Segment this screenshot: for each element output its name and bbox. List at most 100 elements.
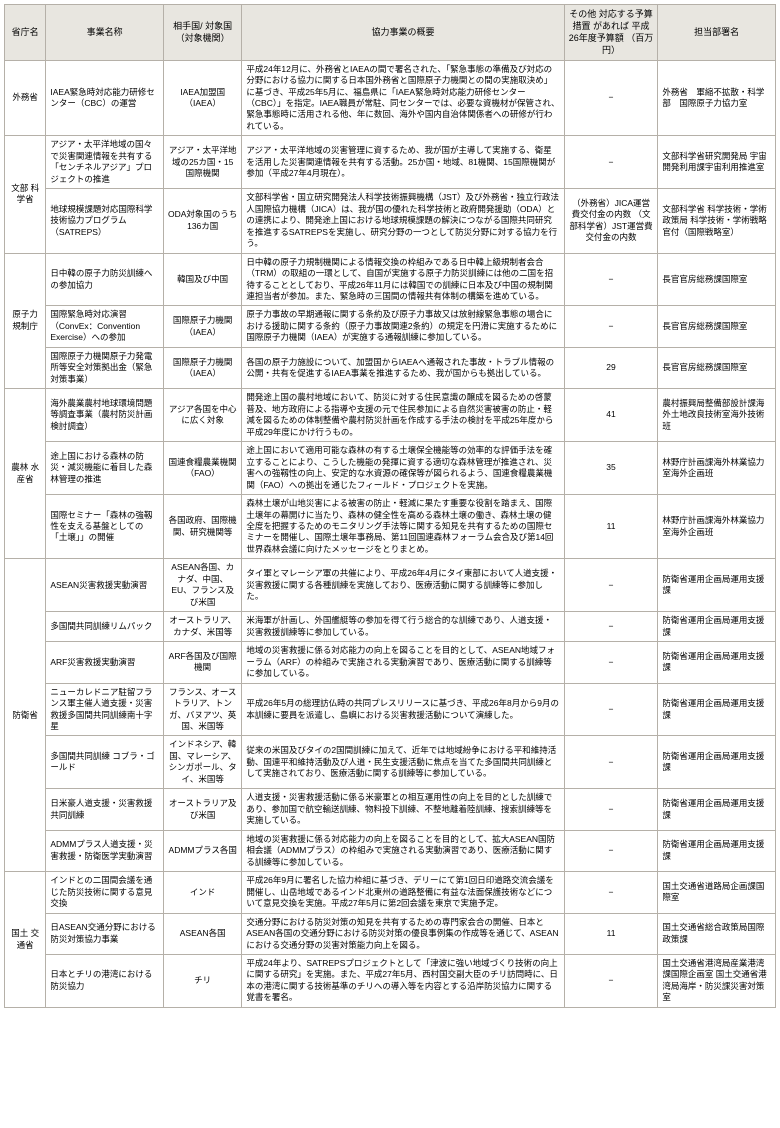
project-cell: 地球規模課題対応国際科学技術協力プログラム（SATREPS）	[46, 189, 164, 253]
partner-cell: ODA対象国のうち136カ国	[163, 189, 241, 253]
project-cell: 日本とチリの港湾における防災協力	[46, 954, 164, 1007]
partner-cell: チリ	[163, 954, 241, 1007]
table-row: 国際原子力機関原子力発電所等安全対策拠出金（緊急対策事業） 国際原子力機関（IA…	[5, 347, 776, 388]
budget-cell: −	[564, 830, 658, 871]
dept-cell: 長官官房総務課国際室	[658, 253, 776, 306]
partner-cell: ASEAN各国、カナダ、中国、EU、フランス及び米国	[163, 559, 241, 612]
project-cell: IAEA緊急時対応能力研修センター（CBC）の運営	[46, 60, 164, 136]
dept-cell: 防衛省運用企画局運用支援課	[658, 683, 776, 736]
budget-cell: −	[564, 872, 658, 913]
partner-cell: 国際原子力機関（IAEA）	[163, 306, 241, 347]
header-summary: 協力事業の概要	[242, 5, 564, 61]
project-cell: 国際セミナー「森林の強靱性を支える基盤としての「土壌」」の開催	[46, 495, 164, 559]
table-row: 国際緊急時対応演習（ConvEx：Convention Exercise）への参…	[5, 306, 776, 347]
table-row: 日本とチリの港湾における防災協力 チリ 平成24年より、SATREPSプロジェク…	[5, 954, 776, 1007]
summary-cell: 文部科学省・国立研究開発法人科学技術振興機構（JST）及び外務省・独立行政法人国…	[242, 189, 564, 253]
summary-cell: 日中韓の原子力規制機関による情報交換の枠組みである日中韓上級規制者会合（TRM）…	[242, 253, 564, 306]
budget-cell: −	[564, 306, 658, 347]
dept-cell: 国土交通省総合政策局国際政策課	[658, 913, 776, 954]
dept-cell: 外務省 軍縮不拡散・科学部 国際原子力協力室	[658, 60, 776, 136]
table-row: ARF災害救援実動演習 ARF各国及び国際機関 地域の災害救援に係る対応能力の向…	[5, 642, 776, 683]
ministry-cell: 国土 交通省	[5, 872, 46, 1008]
summary-cell: 地域の災害救援に係る対応能力の向上を図ることを目的として、拡大ASEAN国防相会…	[242, 830, 564, 871]
table-row: ADMMプラス人道支援・災害救援・防衛医学実動演習 ADMMプラス各国 地域の災…	[5, 830, 776, 871]
table-row: 国土 交通省 インドとの二国間会議を通じた防災技術に関する意見交換 インド 平成…	[5, 872, 776, 913]
table-row: 外務省 IAEA緊急時対応能力研修センター（CBC）の運営 IAEA加盟国（IA…	[5, 60, 776, 136]
summary-cell: 各国の原子力施設について、加盟国からIAEAへ通報された事故・トラブル情報の公開…	[242, 347, 564, 388]
summary-cell: 平成26年9月に署名した協力枠組に基づき、デリーにて第1回日印道路交流会議を開催…	[242, 872, 564, 913]
partner-cell: 各国政府、国際機関、研究機関等	[163, 495, 241, 559]
project-cell: 日中韓の原子力防災訓練への参加協力	[46, 253, 164, 306]
table-row: 防衛省 ASEAN災害救援実動演習 ASEAN各国、カナダ、中国、EU、フランス…	[5, 559, 776, 612]
project-cell: 海外農業農村地球環境問題等調査事業（農村防災計画検討調査）	[46, 389, 164, 442]
budget-cell: −	[564, 736, 658, 789]
budget-cell: （外務省）JICA運営費交付金の内数 （文部科学省）JST運営費交付金の内数	[564, 189, 658, 253]
summary-cell: 人道支援・災害救援活動に係る米豪軍との相互運用性の向上を目的とした訓練であり、参…	[242, 789, 564, 830]
budget-cell: 41	[564, 389, 658, 442]
dept-cell: 文部科学省 科学技術・学術政策局 科学技術・学術戦略官付（国際戦略室）	[658, 189, 776, 253]
project-cell: ニューカレドニア駐留フランス軍主催人道支援・災害救援多国間共同訓練南十字星	[46, 683, 164, 736]
partner-cell: インド	[163, 872, 241, 913]
ministry-cell: 外務省	[5, 60, 46, 136]
ministry-cell: 文部 科学省	[5, 136, 46, 253]
table-row: 農林 水産省 海外農業農村地球環境問題等調査事業（農村防災計画検討調査） アジア…	[5, 389, 776, 442]
table-row: 多国間共同訓練 コブラ・ゴールド インドネシア、韓国、マレーシア、シンガポール、…	[5, 736, 776, 789]
summary-cell: 森林土壌が山地災害による被害の防止・軽減に果たす重要な役割を踏まえ、国際土壌年の…	[242, 495, 564, 559]
partner-cell: 国際原子力機関（IAEA）	[163, 347, 241, 388]
table-row: 日ASEAN交通分野における防災対策協力事業 ASEAN各国 交通分野における防…	[5, 913, 776, 954]
partner-cell: オーストラリア、カナダ、米国等	[163, 612, 241, 642]
summary-cell: 原子力事故の早期通報に関する条約及び原子力事故又は放射線緊急事態の場合における援…	[242, 306, 564, 347]
budget-cell: 11	[564, 913, 658, 954]
partner-cell: インドネシア、韓国、マレーシア、シンガポール、タイ、米国等	[163, 736, 241, 789]
header-ministry: 省庁名	[5, 5, 46, 61]
dept-cell: 防衛省運用企画局運用支援課	[658, 736, 776, 789]
budget-cell: 35	[564, 442, 658, 495]
dept-cell: 防衛省運用企画局運用支援課	[658, 559, 776, 612]
summary-cell: タイ軍とマレーシア軍の共催により、平成26年4月にタイ東部において人道支援・災害…	[242, 559, 564, 612]
project-cell: 日ASEAN交通分野における防災対策協力事業	[46, 913, 164, 954]
dept-cell: 防衛省運用企画局運用支援課	[658, 789, 776, 830]
table-row: 日米豪人道支援・災害救援共同訓練 オーストラリア及び米国 人道支援・災害救援活動…	[5, 789, 776, 830]
summary-cell: 地域の災害救援に係る対応能力の向上を図ることを目的として、ASEAN地域フォーラ…	[242, 642, 564, 683]
ministry-cell: 農林 水産省	[5, 389, 46, 559]
dept-cell: 防衛省運用企画局運用支援課	[658, 612, 776, 642]
partner-cell: ASEAN各国	[163, 913, 241, 954]
dept-cell: 国土交通省道路局企画課国際室	[658, 872, 776, 913]
project-cell: 多国間共同訓練 コブラ・ゴールド	[46, 736, 164, 789]
table-row: 国際セミナー「森林の強靱性を支える基盤としての「土壌」」の開催 各国政府、国際機…	[5, 495, 776, 559]
dept-cell: 防衛省運用企画局運用支援課	[658, 830, 776, 871]
summary-cell: 平成26年5月の総理訪仏時の共同プレスリリースに基づき、平成26年8月から9月の…	[242, 683, 564, 736]
header-partner: 相手国/ 対象国 （対象機関）	[163, 5, 241, 61]
table-row: 原子力 規制庁 日中韓の原子力防災訓練への参加協力 韓国及び中国 日中韓の原子力…	[5, 253, 776, 306]
budget-cell: −	[564, 559, 658, 612]
partner-cell: アジア各国を中心に広く対象	[163, 389, 241, 442]
partner-cell: フランス、オーストラリア、トンガ、バヌアツ、英国、米国等	[163, 683, 241, 736]
partner-cell: 韓国及び中国	[163, 253, 241, 306]
budget-cell: 11	[564, 495, 658, 559]
summary-cell: 米海軍が計画し、外国艦艇等の参加を得て行う総合的な訓練であり、人道支援・災害救援…	[242, 612, 564, 642]
dept-cell: 防衛省運用企画局運用支援課	[658, 642, 776, 683]
partner-cell: ADMMプラス各国	[163, 830, 241, 871]
dept-cell: 長官官房総務課国際室	[658, 347, 776, 388]
project-cell: アジア・太平洋地域の国々で災害関連情報を共有する「センチネルアジア」プロジェクト…	[46, 136, 164, 189]
dept-cell: 林野庁計画課海外林業協力室海外企画班	[658, 442, 776, 495]
budget-cell: −	[564, 612, 658, 642]
table-row: 多国間共同訓練リムパック オーストラリア、カナダ、米国等 米海軍が計画し、外国艦…	[5, 612, 776, 642]
summary-cell: 平成24年12月に、外務省とIAEAの間で署名された、「緊急事態の準備及び対応の…	[242, 60, 564, 136]
budget-cell: −	[564, 789, 658, 830]
partner-cell: 国連食糧農業機関（FAO）	[163, 442, 241, 495]
summary-cell: 平成24年より、SATREPSプロジェクトとして「津波に強い地域づくり技術の向上…	[242, 954, 564, 1007]
dept-cell: 文部科学省研究開発局 宇宙開発利用課宇宙利用推進室	[658, 136, 776, 189]
dept-cell: 農村振興局整備部設計課海外土地改良技術室海外技術班	[658, 389, 776, 442]
partner-cell: オーストラリア及び米国	[163, 789, 241, 830]
partner-cell: IAEA加盟国（IAEA）	[163, 60, 241, 136]
header-budget: その他 対応する予算措置 があれば 平成26年度予算額 （百万円）	[564, 5, 658, 61]
project-cell: 国際緊急時対応演習（ConvEx：Convention Exercise）への参…	[46, 306, 164, 347]
budget-cell: −	[564, 954, 658, 1007]
project-cell: ARF災害救援実動演習	[46, 642, 164, 683]
ministry-cell: 防衛省	[5, 559, 46, 872]
project-cell: 多国間共同訓練リムパック	[46, 612, 164, 642]
project-cell: 国際原子力機関原子力発電所等安全対策拠出金（緊急対策事業）	[46, 347, 164, 388]
project-cell: ASEAN災害救援実動演習	[46, 559, 164, 612]
budget-cell: −	[564, 60, 658, 136]
